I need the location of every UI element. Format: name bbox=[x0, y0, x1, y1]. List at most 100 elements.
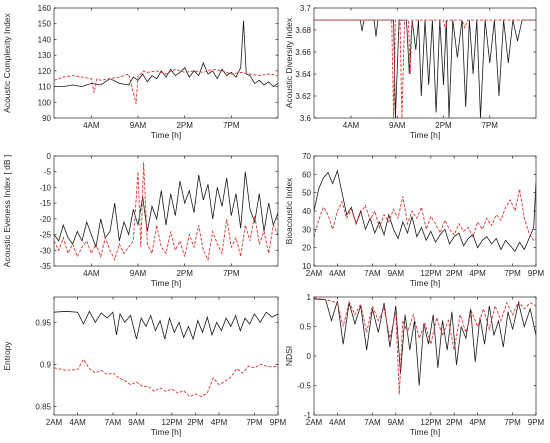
plot-area bbox=[314, 156, 536, 266]
x-tick-label: 7AM bbox=[364, 418, 381, 427]
series-line-2 bbox=[314, 188, 536, 241]
y-axis-title: Acoustic Diversity Index bbox=[284, 17, 294, 108]
y-tick-label: 3.68 bbox=[295, 26, 311, 35]
chart-panel-entropy: 2AM 4AM 7AM 9AM 12PM 2PM 4PM 7PM 9PM 0.85 0.9 0.95 T… bbox=[2, 296, 287, 437]
x-tick-label: 7AM bbox=[105, 418, 122, 427]
y-axis-title: Entropy bbox=[2, 341, 12, 371]
x-tick-label: 7AM bbox=[364, 269, 381, 278]
x-tick-label: 2AM bbox=[46, 418, 63, 427]
y-tick-label: -25 bbox=[39, 231, 51, 240]
y-tick-label: 60 bbox=[302, 170, 311, 179]
x-tick-label: 2PM bbox=[187, 418, 204, 427]
series-line-2 bbox=[314, 297, 536, 395]
x-tick-label: 4PM bbox=[469, 418, 486, 427]
x-tick-label: 7PM bbox=[223, 269, 240, 278]
plot-frame bbox=[53, 7, 279, 119]
y-tick-label: -1 bbox=[304, 411, 312, 420]
y-tick-label: 0 bbox=[307, 352, 312, 361]
series-line-1 bbox=[54, 310, 278, 341]
y-tick-label: 40 bbox=[302, 207, 311, 216]
series-line-2 bbox=[54, 68, 278, 105]
plot-area bbox=[54, 297, 278, 415]
x-axis-title: Time [h] bbox=[410, 130, 440, 140]
y-tick-label: 3.64 bbox=[295, 70, 311, 79]
y-tick-label: 20 bbox=[302, 244, 311, 253]
x-tick-label: 9AM bbox=[130, 121, 147, 130]
y-tick-label: 10 bbox=[302, 262, 311, 271]
y-axis-title: Bioacoustic Index bbox=[284, 177, 294, 244]
chart-panel-adi: 4AM 9AM 2PM 7PM 3.6 3.62 3.64 3.66 3.68 3.7 Time [… bbox=[284, 4, 537, 140]
x-tick-label: 12PM bbox=[161, 418, 182, 427]
x-tick-label: 2PM bbox=[176, 269, 193, 278]
x-tick-label: 7PM bbox=[246, 418, 263, 427]
x-tick-label: 2PM bbox=[435, 121, 452, 130]
y-tick-label: 50 bbox=[302, 189, 311, 198]
y-tick-label: 0 bbox=[47, 152, 52, 161]
x-axis-title: Time [h] bbox=[410, 427, 440, 437]
series-line-1 bbox=[54, 171, 278, 249]
plot-area bbox=[54, 8, 278, 118]
y-axis-title: Acoustic Eveness Index [ dB ] bbox=[2, 155, 12, 267]
y-tick-label: -0.5 bbox=[297, 382, 311, 391]
y-tick-label: 0.5 bbox=[300, 323, 312, 332]
x-tick-label: 7PM bbox=[482, 121, 499, 130]
x-tick-label: 9AM bbox=[128, 418, 145, 427]
x-axis-title: Time [h] bbox=[151, 278, 181, 288]
y-tick-label: 160 bbox=[38, 4, 52, 13]
x-tick-label: 4AM bbox=[329, 418, 346, 427]
y-tick-label: -20 bbox=[39, 215, 51, 224]
y-tick-label: 3.66 bbox=[295, 48, 311, 57]
y-tick-label: 0.85 bbox=[35, 403, 51, 412]
y-tick-label: 70 bbox=[302, 152, 311, 161]
y-tick-label: -30 bbox=[39, 246, 51, 255]
y-tick-label: 3.6 bbox=[300, 114, 312, 123]
x-tick-label: 12PM bbox=[420, 418, 441, 427]
y-tick-label: -35 bbox=[39, 262, 51, 271]
y-tick-label: -5 bbox=[44, 168, 52, 177]
x-tick-label: 4AM bbox=[83, 269, 100, 278]
x-tick-label: 4AM bbox=[69, 418, 86, 427]
x-tick-label: 2PM bbox=[446, 269, 463, 278]
x-tick-label: 7PM bbox=[504, 269, 521, 278]
x-tick-label: 4PM bbox=[469, 269, 486, 278]
y-tick-label: 90 bbox=[42, 114, 51, 123]
x-tick-label: 4AM bbox=[329, 269, 346, 278]
series-line-2 bbox=[54, 358, 278, 398]
y-tick-label: 1 bbox=[307, 293, 312, 302]
x-tick-label: 4PM bbox=[211, 418, 228, 427]
x-tick-label: 12PM bbox=[420, 269, 441, 278]
y-axis-title: Acoustic Complexity Index bbox=[2, 12, 12, 112]
x-tick-label: 9PM bbox=[528, 418, 545, 427]
x-tick-label: 9AM bbox=[389, 121, 406, 130]
y-tick-label: 3.7 bbox=[300, 4, 312, 13]
x-axis-title: Time [h] bbox=[410, 278, 440, 288]
x-tick-label: 7PM bbox=[504, 418, 521, 427]
series-line-2 bbox=[314, 19, 536, 118]
x-tick-label: 9PM bbox=[270, 418, 287, 427]
x-tick-label: 9PM bbox=[528, 269, 545, 278]
chart-panel-bi: 2AM 4AM 7AM 9AM 12PM 2PM 4PM 7PM 9PM 10 20 30 40 50 60… bbox=[284, 152, 545, 288]
y-tick-label: 110 bbox=[38, 83, 51, 92]
x-tick-label: 9AM bbox=[130, 269, 147, 278]
x-axis-title: Time [h] bbox=[151, 427, 181, 437]
y-tick-label: 30 bbox=[302, 225, 311, 234]
x-tick-label: 4AM bbox=[83, 121, 100, 130]
series-line-2 bbox=[54, 162, 278, 262]
x-tick-label: 2PM bbox=[446, 418, 463, 427]
y-tick-label: 0.9 bbox=[40, 360, 52, 369]
x-tick-label: 9AM bbox=[388, 269, 405, 278]
plot-area bbox=[54, 156, 278, 266]
chart-panel-aei: 4AM 9AM 2PM 7PM -35 -30 -25 -20 -15 -10 -5 0 Time [h… bbox=[2, 152, 279, 288]
x-tick-label: 2AM bbox=[306, 418, 323, 427]
y-tick-label: 140 bbox=[38, 35, 52, 44]
x-tick-label: 9AM bbox=[388, 418, 405, 427]
plot-frame bbox=[53, 296, 279, 416]
chart-panel-ndsi: 2AM 4AM 7AM 9AM 12PM 2PM 4PM 7PM 9PM -1 -0.5 0 0.5 1 T… bbox=[284, 293, 545, 437]
y-tick-label: -15 bbox=[39, 199, 51, 208]
y-tick-label: 100 bbox=[38, 98, 52, 107]
series-line-1 bbox=[314, 169, 536, 253]
plot-frame bbox=[313, 7, 537, 119]
plot-frame bbox=[53, 155, 279, 267]
x-tick-label: 4AM bbox=[343, 121, 360, 130]
